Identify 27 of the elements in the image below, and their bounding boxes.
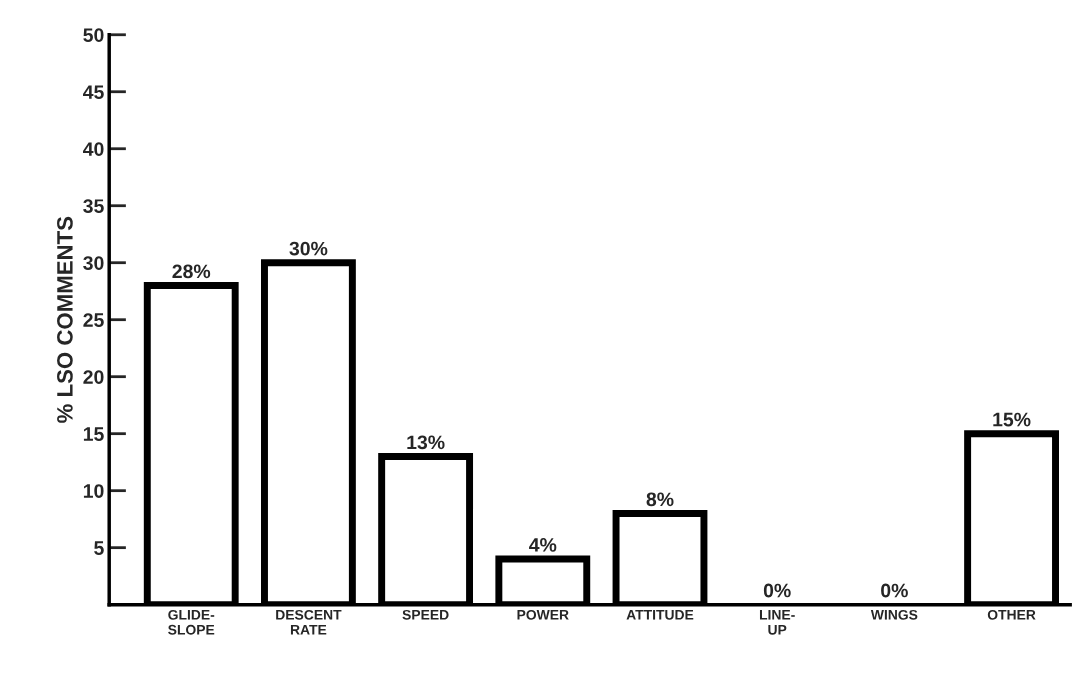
x-tick-label: LINE- UP bbox=[759, 610, 795, 635]
y-tick-label: 35 bbox=[83, 199, 104, 213]
data-label: 30% bbox=[289, 241, 328, 256]
y-tick-label: 10 bbox=[83, 484, 104, 498]
x-tick-label: WINGS bbox=[870, 609, 918, 620]
x-tick-label: ATTITUDE bbox=[626, 610, 694, 620]
y-tick-label: 25 bbox=[83, 313, 104, 327]
data-label: 28% bbox=[172, 264, 211, 279]
x-tick-label: GLIDE- SLOPE bbox=[168, 609, 215, 635]
y-tick-label: 5 bbox=[94, 541, 104, 555]
data-label: 0% bbox=[881, 583, 908, 598]
y-tick-label: 15 bbox=[83, 427, 104, 441]
data-label: 13% bbox=[407, 435, 445, 450]
data-label: 0% bbox=[763, 583, 791, 598]
x-tick-label: POWER bbox=[517, 609, 569, 620]
y-tick-label: 45 bbox=[83, 85, 104, 99]
y-axis-title: % LSO COMMENTS bbox=[57, 216, 73, 423]
data-label: 15% bbox=[993, 412, 1031, 427]
y-tick-label: 30 bbox=[83, 256, 104, 270]
x-tick-label: SPEED bbox=[402, 609, 449, 620]
data-label: 4% bbox=[529, 538, 557, 552]
x-tick-label: DESCENT RATE bbox=[276, 609, 342, 635]
x-tick-label: OTHER bbox=[987, 609, 1036, 620]
y-tick-label: 40 bbox=[83, 142, 104, 156]
y-tick-label: 20 bbox=[83, 370, 104, 384]
data-label: 8% bbox=[646, 492, 674, 507]
y-tick-label: 50 bbox=[83, 28, 104, 42]
